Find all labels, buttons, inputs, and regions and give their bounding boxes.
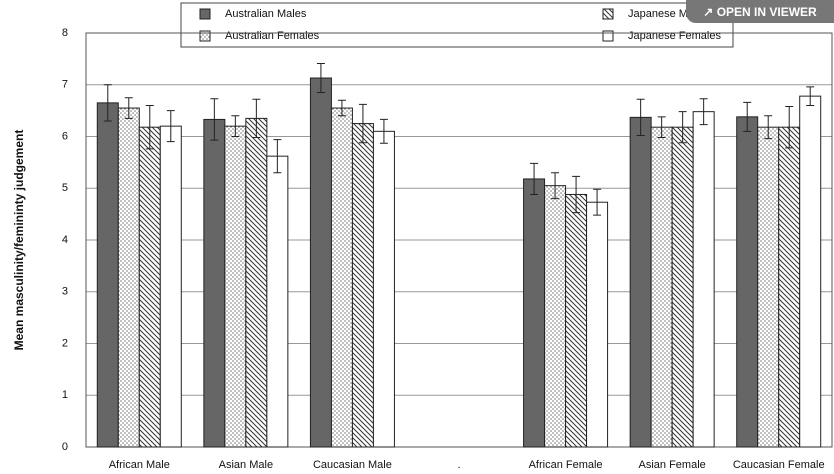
error-bar [210, 98, 219, 141]
bar [266, 155, 289, 448]
legend-label: Australian Males [225, 8, 307, 20]
bar [586, 201, 609, 448]
x-tick-label: Caucasian Male [313, 459, 392, 471]
error-bar [743, 101, 752, 132]
plot-frame [85, 32, 833, 448]
y-axis-label: Mean masculinity/femininty judgement [12, 130, 26, 351]
bar [203, 118, 226, 448]
error-bar [252, 98, 261, 139]
bar [330, 107, 353, 448]
error-bar [166, 110, 175, 143]
x-tick-label: . [457, 459, 460, 471]
error-bar [572, 175, 581, 214]
bar [117, 107, 140, 448]
y-tick-label: 1 [62, 389, 68, 401]
error-bar [337, 99, 346, 117]
button-label[interactable]: OPEN IN VIEWER [716, 4, 817, 19]
x-tick-label: African Female [529, 459, 603, 471]
bar [224, 125, 247, 448]
legend-label: Australian Females [225, 30, 320, 42]
x-tick-label: Asian Male [219, 459, 273, 471]
error-bar [103, 84, 112, 122]
bar [351, 123, 374, 448]
error-bar [764, 115, 773, 140]
bar [671, 126, 694, 448]
legend-swatch [602, 30, 614, 42]
error-bar [231, 115, 240, 137]
bar [736, 116, 759, 448]
bar [138, 126, 161, 448]
y-tick-label: 8 [62, 27, 68, 39]
legend-swatch [199, 30, 211, 42]
error-bar [551, 172, 560, 200]
open-in-viewer-button[interactable]: ↗ OPEN IN VIEWER [686, 0, 834, 23]
bar [778, 126, 801, 448]
y-tick-label: 2 [62, 337, 68, 349]
error-bar [699, 98, 708, 126]
bar [650, 126, 673, 448]
bar [692, 111, 715, 448]
legend-swatch [199, 8, 211, 20]
error-bar [678, 111, 687, 144]
bar [309, 77, 332, 448]
error-bar [657, 116, 666, 139]
bar [544, 185, 567, 448]
error-bar [636, 98, 645, 136]
legend-label: Japanese Females [628, 30, 721, 42]
bar [799, 95, 822, 448]
bar [159, 125, 182, 448]
bar [245, 117, 268, 448]
error-bar [530, 162, 539, 195]
error-bar [785, 105, 794, 149]
x-tick-label: African Male [109, 459, 170, 471]
bar [757, 126, 780, 448]
error-bar [145, 104, 154, 150]
legend: Australian Males Australian Females Japane… [180, 2, 734, 48]
error-bar [124, 97, 133, 119]
error-bar [316, 63, 325, 94]
error-bar [379, 118, 388, 144]
error-bar [273, 139, 282, 174]
error-bar [593, 188, 602, 216]
bar [523, 178, 546, 448]
error-bar [358, 103, 367, 144]
y-tick-label: 3 [62, 286, 68, 298]
bar [629, 116, 652, 448]
bar [372, 130, 395, 448]
x-tick-label: Asian Female [639, 459, 706, 471]
legend-swatch [602, 8, 614, 20]
bar [565, 193, 588, 448]
y-tick-label: 4 [62, 234, 68, 246]
y-tick-label: 0 [62, 441, 68, 453]
error-bar [806, 86, 815, 106]
x-tick-label: Caucasian Female [733, 459, 825, 471]
bar [96, 102, 119, 448]
y-tick-label: 6 [62, 130, 68, 142]
y-tick-label: 7 [62, 79, 68, 91]
y-tick-label: 5 [62, 182, 68, 194]
